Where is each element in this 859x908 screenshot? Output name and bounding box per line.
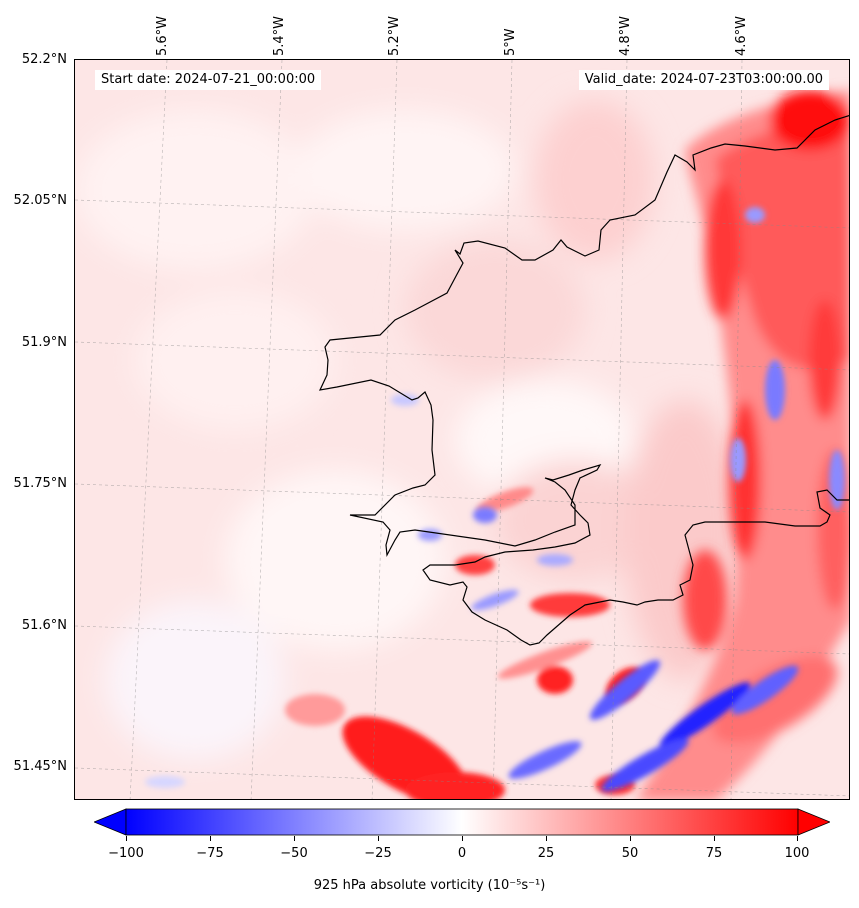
lon-label-5W: 5°W [503,28,518,56]
lat-label-51-6N: 51.6°N [21,618,67,633]
colorbar-tick-mark [797,836,798,841]
colorbar-tick-label: 50 [621,846,639,861]
colorbar-tick-mark [210,836,211,841]
colorbar-tick-mark [546,836,547,841]
lon-label-5-4W: 5.4°W [272,15,287,56]
lat-label-51-75N: 51.75°N [13,476,67,491]
lat-label-51-9N: 51.9°N [21,335,67,350]
colorbar-label: 925 hPa absolute vorticity (10⁻⁵s⁻¹) [313,878,546,893]
start-date-label: Start date: 2024-07-21_00:00:00 [95,70,322,90]
colorbar-tick-label: −50 [280,846,308,861]
colorbar-tick-mark [630,836,631,841]
colorbar-gradient [125,808,799,836]
lon-label-5-6W: 5.6°W [155,15,170,56]
colorbar-max-extend [797,808,830,836]
lat-label-51-45N: 51.45°N [13,759,67,774]
lon-label-4-8W: 4.8°W [618,15,633,56]
colorbar-tick-mark [126,836,127,841]
colorbar-tick-mark [294,836,295,841]
colorbar [94,808,830,836]
colorbar-tick-label: −25 [364,846,392,861]
vorticity-field [75,60,849,799]
colorbar-min-extend [94,808,127,836]
colorbar-tick-mark [714,836,715,841]
valid-date-label: Valid_date: 2024-07-23T03:00:00.00 [578,70,829,90]
colorbar-tick-label: −100 [108,846,144,861]
vorticity-map: Start date: 2024-07-21_00:00:00 Valid_da… [74,59,850,800]
blue-features [145,207,845,792]
colorbar-tick-mark [378,836,379,841]
colorbar-tick-label: −75 [196,846,224,861]
gridlines [75,60,849,799]
colorbar-tick-mark [462,836,463,841]
colorbar-tick-label: 0 [457,846,467,861]
colorbar-tick-label: 100 [784,846,810,861]
lat-label-52-05N: 52.05°N [13,193,67,208]
lat-label-52-2N: 52.2°N [21,52,67,67]
colorbar-tick-label: 75 [705,846,723,861]
lon-label-4-6W: 4.6°W [734,15,749,56]
lon-label-5-2W: 5.2°W [387,15,402,56]
coastline [318,114,849,646]
colorbar-tick-label: 25 [537,846,555,861]
